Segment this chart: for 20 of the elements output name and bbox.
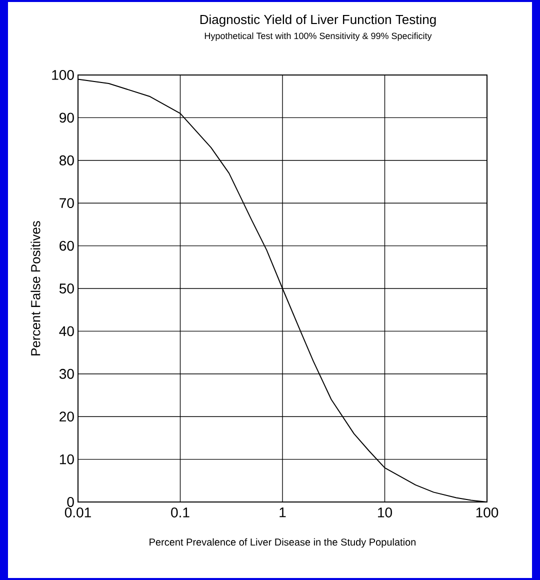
y-tick-label: 70	[60, 198, 74, 208]
y-tick-label: 20	[60, 412, 74, 422]
chart-subtitle: Hypothetical Test with 100% Sensitivity & 99% Specificity	[204, 32, 432, 41]
x-tick-label: 0.01	[64, 508, 91, 518]
y-tick-label: 10	[60, 454, 74, 464]
y-tick-label: 80	[60, 155, 74, 166]
y-tick-label: 90	[60, 112, 74, 123]
y-tick-label: 50	[59, 284, 74, 294]
x-axis-title: Percent Prevalence of Liver Disease in the Study Population	[150, 538, 416, 548]
x-tick-label: 1	[280, 508, 286, 518]
x-tick-label: 0.1	[171, 508, 190, 518]
y-axis-title: Percent False Positives	[30, 221, 40, 356]
y-tick-label: 100	[52, 70, 74, 80]
x-tick-label: 100	[476, 508, 498, 518]
y-tick-label: 30	[59, 368, 74, 379]
y-tick-label: 60	[60, 240, 74, 251]
x-tick-label: 10	[378, 508, 392, 518]
y-tick-label: 40	[59, 326, 74, 336]
chart-title: Diagnostic Yield of Liver Function Testing	[200, 14, 436, 27]
y-tick-label: 0	[67, 497, 74, 507]
